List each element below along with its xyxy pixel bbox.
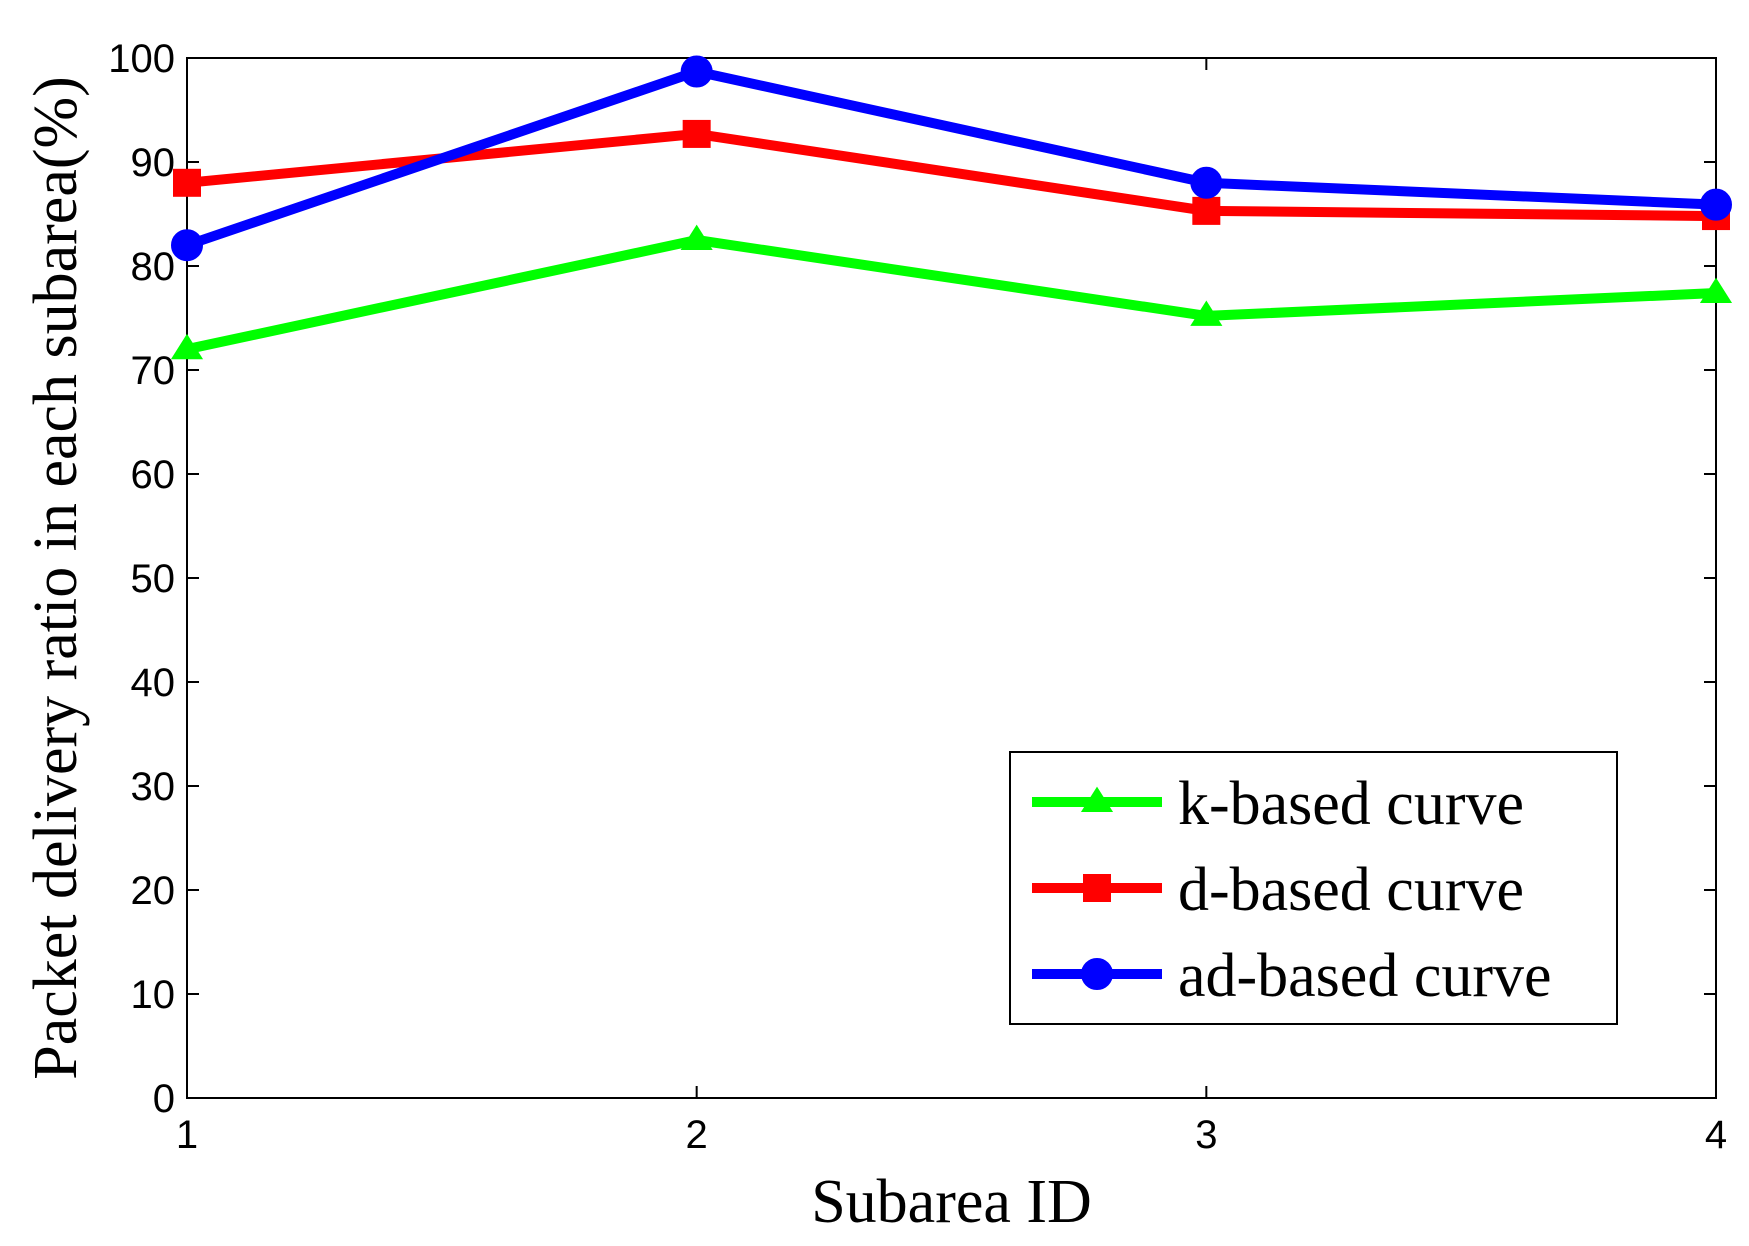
y-tick-label: 90 [131,141,176,185]
legend-label-ad-based-curve: ad-based curve [1178,942,1552,1010]
data-point-ad-based-curve [680,55,713,88]
y-tick-label: 40 [131,661,176,705]
data-point-k-based-curve [680,224,713,250]
legend-label-k-based-curve: k-based curve [1178,770,1524,838]
series-line-ad-based-curve [185,66,1717,250]
x-tick-label: 4 [1705,1113,1727,1157]
legend-marker-k-based-curve [1080,786,1114,812]
y-tick-label: 10 [131,973,176,1017]
data-point-k-based-curve [1190,300,1223,326]
y-tick-label: 100 [108,37,175,81]
data-point-ad-based-curve [1190,166,1223,199]
x-tick-label: 3 [1195,1113,1217,1157]
y-tick-label: 70 [131,349,176,393]
y-tick-label: 60 [131,453,176,497]
series-ad-based-curve [171,55,1732,262]
data-point-k-based-curve [170,333,204,360]
x-tick-label: 2 [686,1113,708,1157]
y-tick-label: 80 [131,245,176,289]
x-tick-label: 1 [176,1113,198,1157]
y-tick-label: 30 [131,765,176,809]
data-point-d-based-curve [682,119,711,148]
legend-label-d-based-curve: d-based curve [1178,856,1524,924]
y-tick-label: 50 [131,557,176,601]
data-point-ad-based-curve [1700,188,1732,221]
axis-ticks: 0 10 20 30 40 50 60 70 80 90 100 1 2 3 4 [108,37,1727,1157]
series-layer [170,55,1733,360]
x-axis-label: Subarea ID [811,1168,1092,1236]
data-point-d-based-curve [1192,196,1221,225]
legend: k-based curve d-based curve ad-based curve [1009,751,1618,1025]
series-line-k-based-curve [185,235,1717,355]
data-point-ad-based-curve [171,229,203,262]
y-axis-label: Packet delivery ratio in each subarea(%) [22,76,90,1080]
data-point-k-based-curve [1699,277,1733,304]
legend-marker-d-based-curve [1083,874,1111,902]
data-point-d-based-curve [173,168,201,197]
y-tick-label: 0 [153,1077,175,1121]
series-k-based-curve [170,224,1733,360]
y-tick-label: 20 [131,869,176,913]
legend-marker-ad-based-curve [1081,958,1113,990]
